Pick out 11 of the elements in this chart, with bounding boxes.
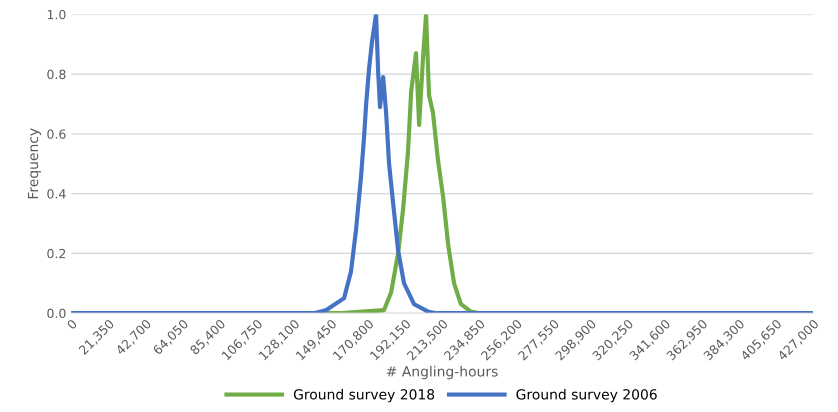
y-tick-label: 0.6 [47, 129, 66, 139]
y-tick-label: 0.8 [47, 70, 66, 80]
y-tick-label: 0.0 [47, 308, 66, 318]
y-axis-title: Frequency [28, 128, 41, 198]
x-tick-label: 0 [66, 318, 78, 330]
y-tick-label: 0.2 [47, 248, 66, 258]
legend-label: Ground survey 2006 [516, 388, 657, 402]
legend-label: Ground survey 2018 [294, 388, 434, 402]
x-axis-title: # Angling-hours [386, 366, 498, 380]
y-tick-label: 1.0 [48, 10, 66, 20]
y-tick-label: 0.4 [47, 189, 66, 199]
